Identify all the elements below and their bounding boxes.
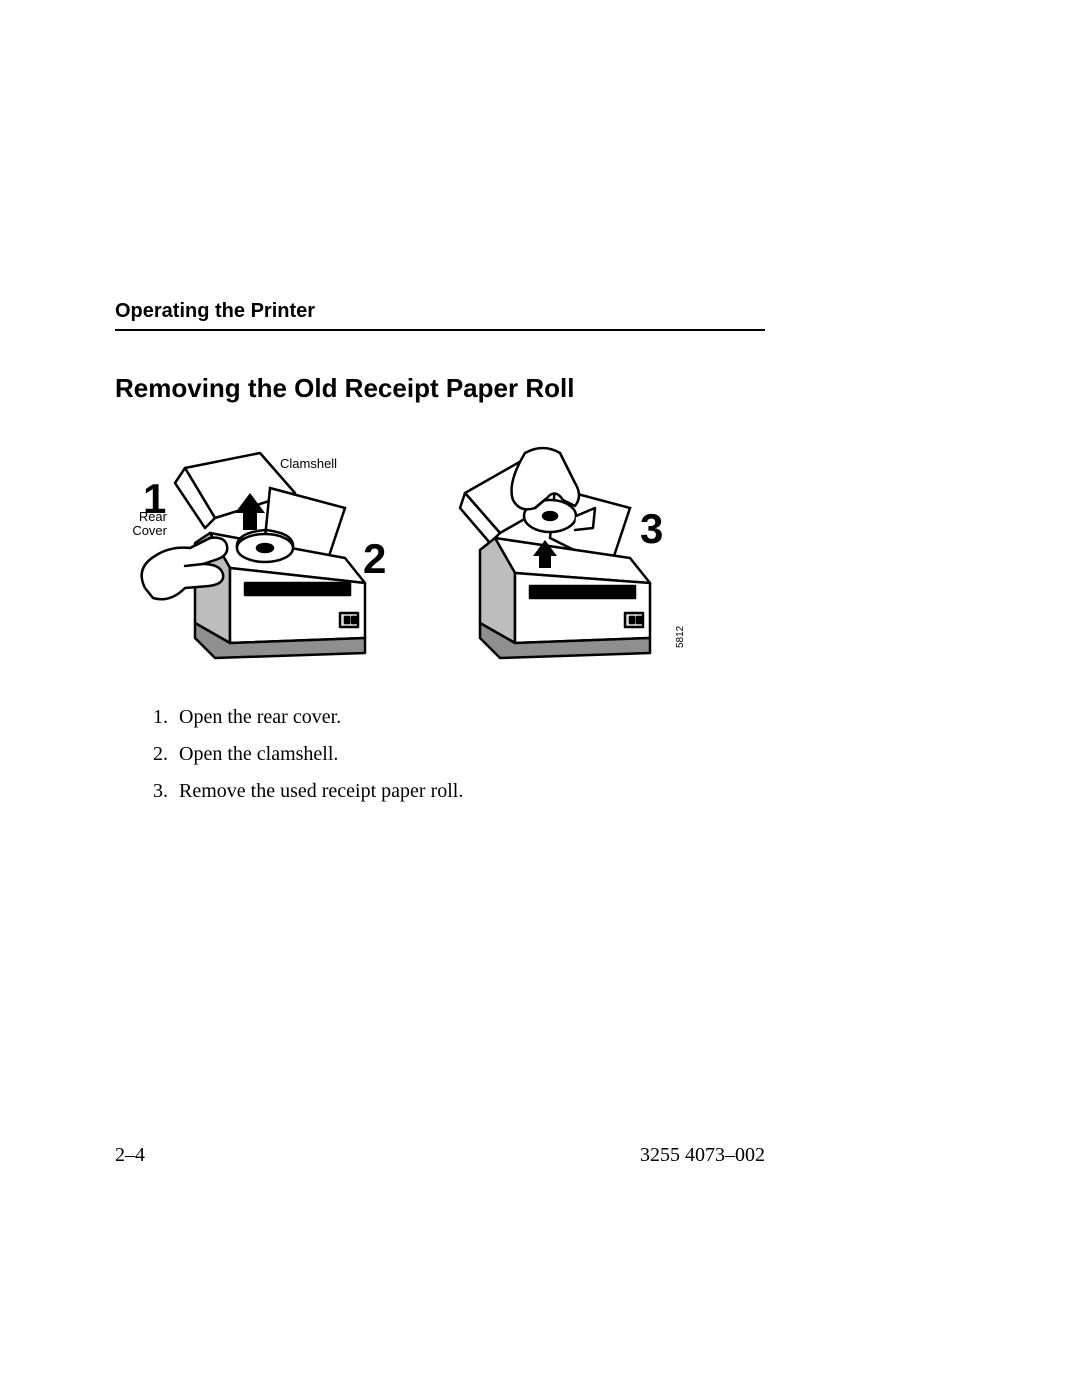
figure-reference-number: 5812 (675, 626, 686, 648)
step-item: Open the rear cover. (173, 706, 765, 729)
callout-rear-line2: Cover (132, 523, 167, 538)
step-item: Open the clamshell. (173, 743, 765, 766)
printer-open-icon (115, 438, 395, 678)
page-footer: 2–4 3255 4073–002 (115, 1144, 765, 1167)
callout-clamshell: Clamshell (280, 456, 337, 471)
page-title: Removing the Old Receipt Paper Roll (115, 373, 765, 404)
callout-rear-line1: Rear (139, 509, 167, 524)
steps-list: Open the rear cover. Open the clamshell.… (115, 706, 765, 803)
figure-row: 1 2 Clamshell Rear Cover (115, 438, 765, 678)
footer-page-number: 2–4 (115, 1144, 145, 1167)
step-number-3: 3 (640, 508, 663, 550)
content-block: Operating the Printer Removing the Old R… (115, 300, 765, 817)
page: Operating the Printer Removing the Old R… (0, 0, 1080, 1397)
printer-remove-roll-icon (435, 438, 695, 678)
figure-right: 3 5812 (435, 438, 695, 678)
step-item: Remove the used receipt paper roll. (173, 780, 765, 803)
figure-left: 1 2 Clamshell Rear Cover (115, 438, 395, 678)
callout-rear-cover: Rear Cover (127, 510, 167, 539)
section-header: Operating the Printer (115, 300, 765, 331)
step-number-2: 2 (363, 538, 386, 580)
footer-document-number: 3255 4073–002 (640, 1144, 765, 1167)
